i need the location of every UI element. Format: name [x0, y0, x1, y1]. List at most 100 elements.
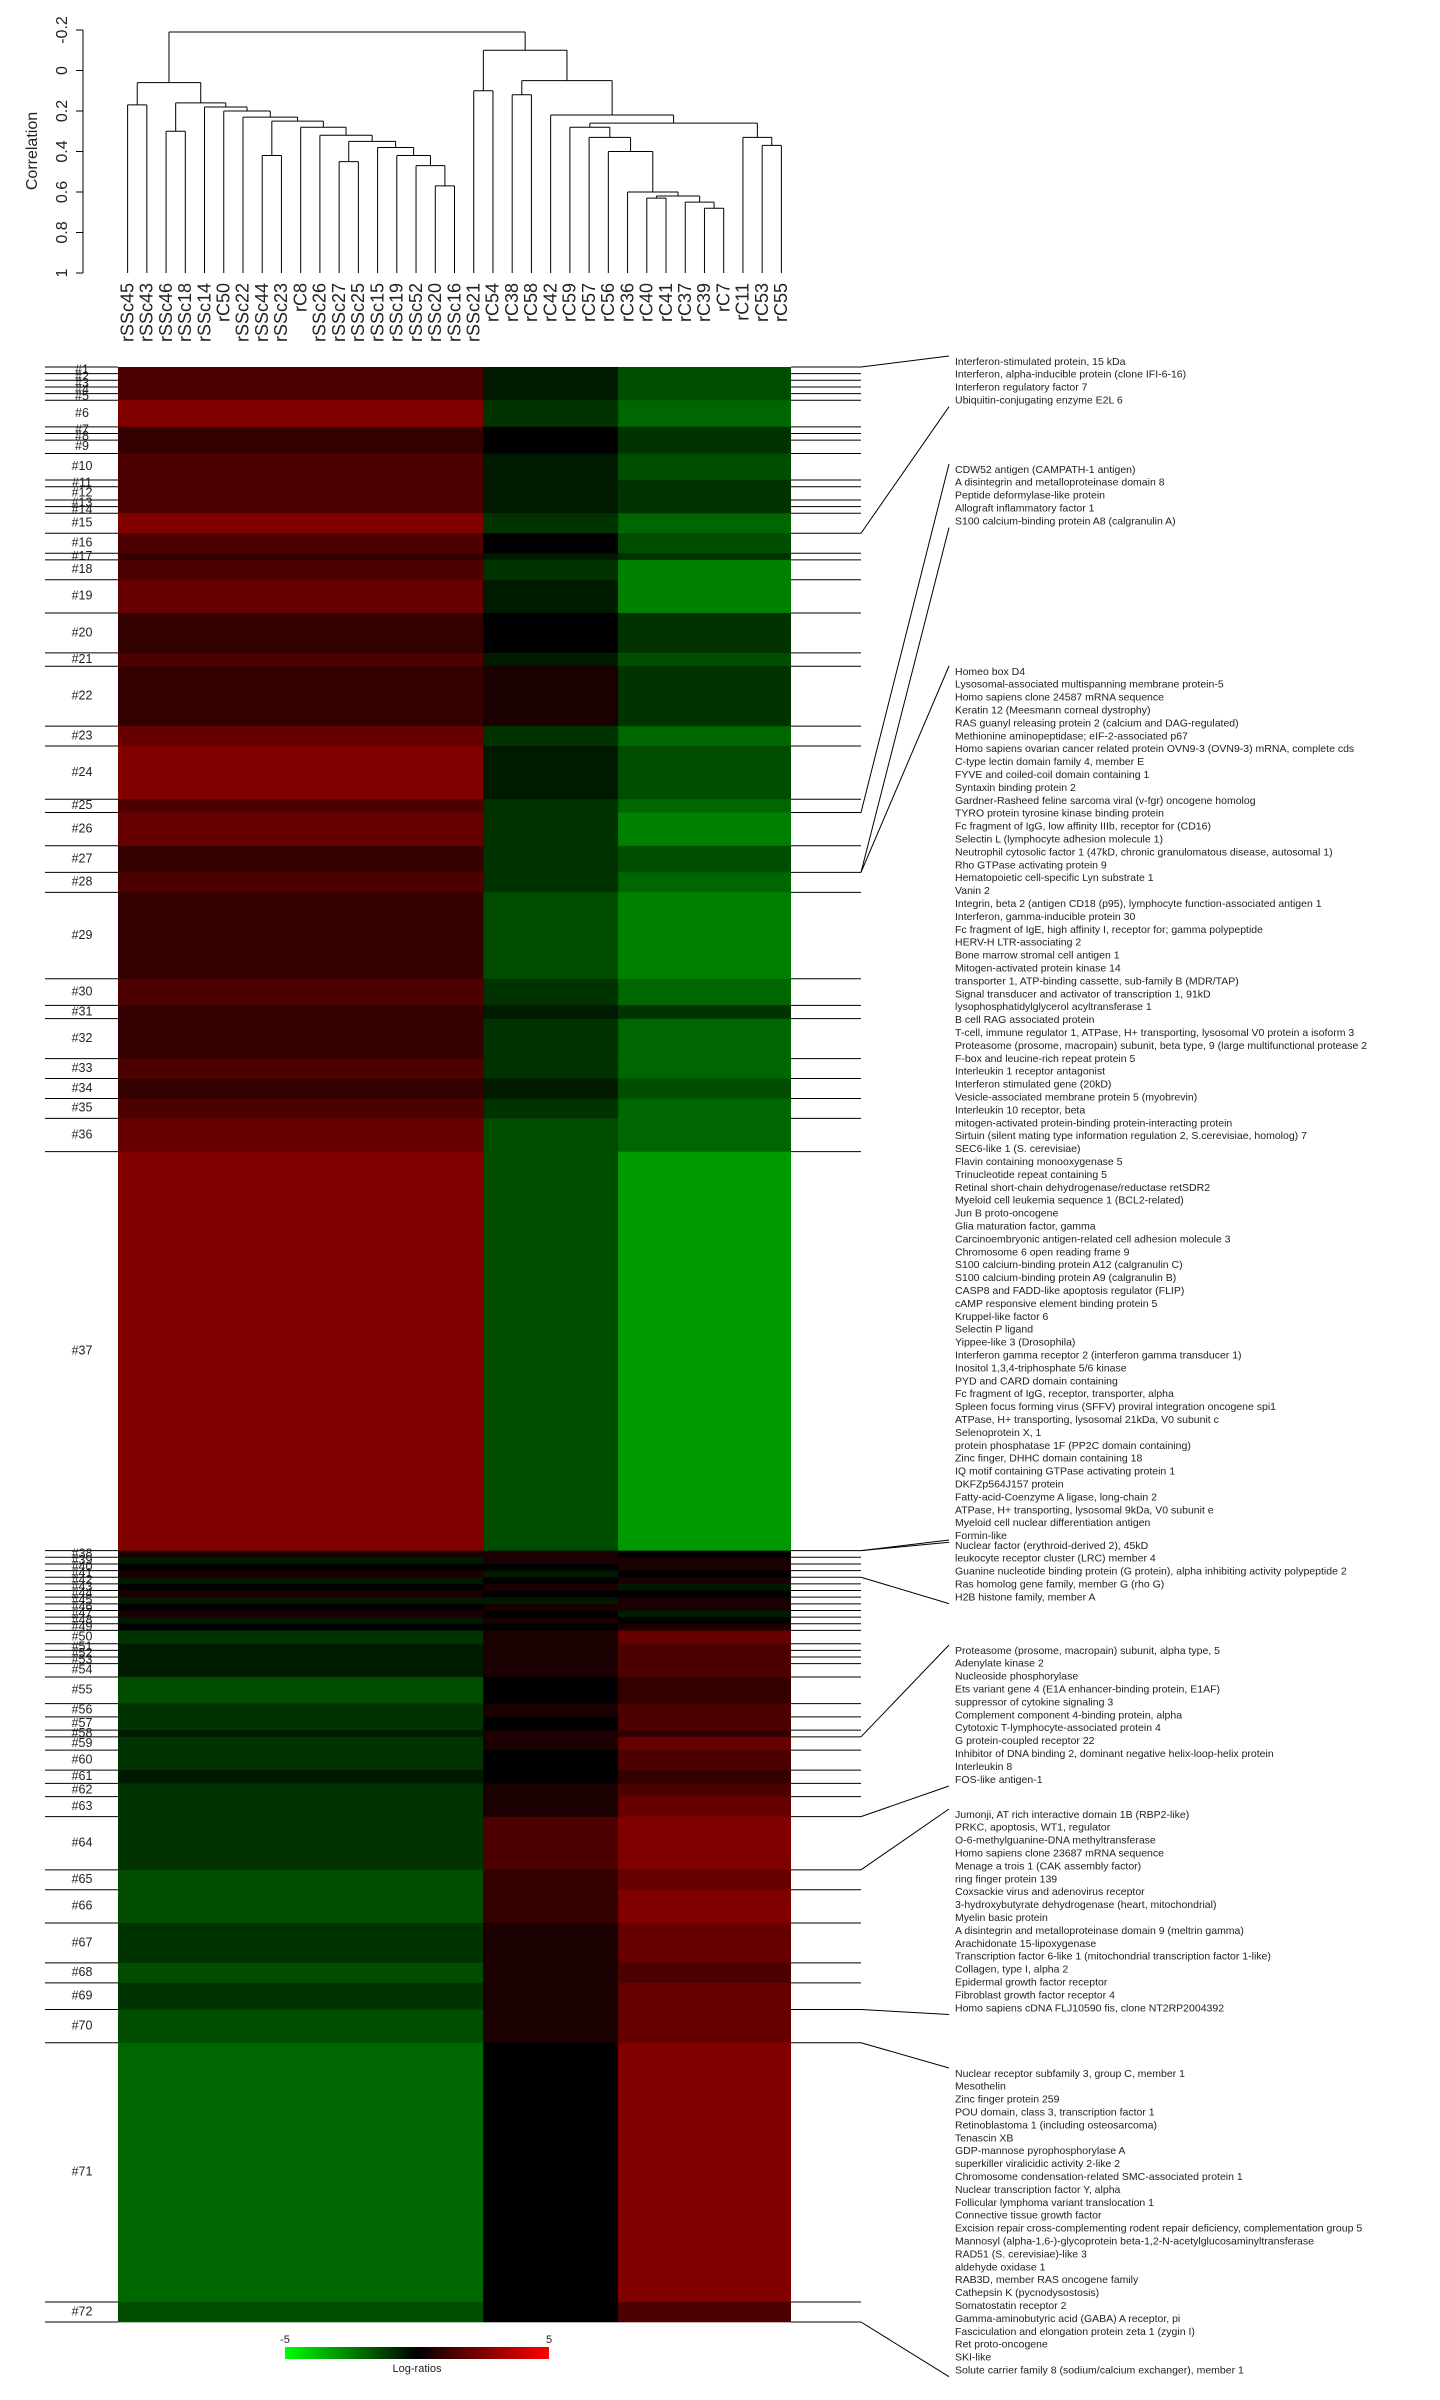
connector	[860, 1576, 950, 1605]
gene-name: Solute carrier family 8 (sodium/calcium …	[955, 2364, 1244, 2376]
gene-name: DKFZp564J157 protein	[955, 1478, 1064, 1490]
cluster-label: #72	[72, 2304, 93, 2318]
heatmap-cell	[483, 486, 618, 501]
gene-name: Kruppel-like factor 6	[955, 1311, 1049, 1323]
heatmap-cell	[483, 652, 618, 667]
heatmap-cell	[118, 1610, 484, 1618]
gene-name: Interferon regulatory factor 7	[955, 382, 1088, 394]
gene-name: Zinc finger protein 259	[955, 2094, 1060, 2106]
sample-label: rSSc15	[367, 283, 387, 342]
cluster-label: #27	[72, 851, 93, 865]
cluster-label: #70	[72, 2018, 93, 2032]
gene-name: RAB3D, member RAS oncogene family	[955, 2274, 1139, 2286]
connector	[860, 406, 950, 534]
gene-name: Interleukin 10 receptor, beta	[955, 1104, 1085, 1116]
heatmap-cell	[483, 1597, 618, 1605]
heatmap-cell	[483, 1118, 618, 1152]
sample-label: rC7	[713, 283, 733, 312]
heatmap-cell	[483, 1563, 618, 1571]
cluster-label: #60	[72, 1752, 93, 1766]
y-tick-label: 0.8	[54, 221, 71, 243]
connector	[860, 1539, 950, 1552]
cluster-label: #37	[72, 1343, 93, 1357]
heatmap-cell	[118, 373, 484, 381]
heatmap-cell	[617, 613, 791, 654]
heatmap-cell	[118, 1796, 484, 1817]
gene-name: Nucleoside phosphorylase	[955, 1671, 1078, 1683]
gene-name: Methionine aminopeptidase; eIF-2-associa…	[955, 730, 1188, 742]
heatmap-cell	[118, 513, 484, 534]
cluster-label: #34	[72, 1081, 93, 1095]
heatmap-cell	[483, 513, 618, 534]
heatmap-cell	[118, 1750, 484, 1771]
cluster-label: #33	[72, 1061, 93, 1075]
heatmap-cell	[118, 380, 484, 388]
gene-name: G protein-coupled receptor 22	[955, 1735, 1095, 1747]
heatmap-cell	[617, 1736, 791, 1751]
heatmap-cell	[483, 579, 618, 614]
cluster-label: #50	[72, 1629, 93, 1643]
gene-name: Fc fragment of IgG, low affinity IIIb, r…	[955, 821, 1211, 833]
heatmap-cell	[118, 393, 484, 401]
heatmap-cell	[483, 1869, 618, 1891]
cluster-label: #53	[72, 1653, 93, 1667]
cluster-label: #62	[72, 1782, 93, 1796]
sample-label: rSSc23	[271, 283, 291, 342]
heatmap-cell	[483, 978, 618, 1006]
heatmap-cell	[118, 1816, 484, 1871]
gene-name: Allograft inflammatory factor 1	[955, 502, 1095, 514]
gene-name: T-cell, immune regulator 1, ATPase, H+ t…	[955, 1027, 1354, 1039]
colorbar-tick-label: 5	[546, 2334, 552, 2346]
heatmap-cell	[118, 1982, 484, 2010]
gene-name: Inhibitor of DNA binding 2, dominant neg…	[955, 1748, 1274, 1760]
gene-name: O-6-methylguanine-DNA methyltransferase	[955, 1835, 1156, 1847]
cluster-label: #23	[72, 728, 93, 742]
gene-name: Hematopoietic cell-specific Lyn substrat…	[955, 872, 1154, 884]
heatmap-cell	[617, 1550, 791, 1558]
gene-name: Coxsackie virus and adenovirus receptor	[955, 1886, 1145, 1898]
heatmap-cell	[118, 1643, 484, 1651]
gene-name: Signal transducer and activator of trans…	[955, 988, 1211, 1000]
y-tick-label: 0	[54, 66, 71, 75]
heatmap-cell	[118, 799, 484, 813]
gene-name: FOS-like antigen-1	[955, 1774, 1043, 1786]
heatmap-cell	[483, 393, 618, 401]
gene-name: C-type lectin domain family 4, member E	[955, 756, 1144, 768]
cluster-label: #64	[72, 1836, 93, 1850]
heatmap-cell	[118, 486, 484, 501]
gene-name: Mitogen-activated protein kinase 14	[955, 962, 1121, 974]
heatmap-cell	[118, 480, 484, 487]
gene-name: F-box and leucine-rich repeat protein 5	[955, 1053, 1136, 1065]
gene-name: Rho GTPase activating protein 9	[955, 859, 1107, 871]
gene-name: Proteasome (prosome, macropain) subunit,…	[955, 1645, 1220, 1657]
gene-name: Guanine nucleotide binding protein (G pr…	[955, 1566, 1347, 1578]
sample-label: rC54	[483, 283, 503, 322]
cluster-label: #14	[72, 502, 93, 516]
gene-name: Proteasome (prosome, macropain) subunit,…	[955, 1040, 1367, 1052]
sample-label: rSSc44	[252, 283, 272, 342]
heatmap-cell	[617, 1796, 791, 1817]
gene-name: RAS guanyl releasing protein 2 (calcium …	[955, 717, 1239, 729]
gene-name: Retinal short-chain dehydrogenase/reduct…	[955, 1182, 1210, 1194]
sample-label: rC56	[598, 283, 618, 322]
sample-label: rC37	[675, 283, 695, 322]
sample-label: rC53	[752, 283, 772, 322]
heatmap-cell	[118, 1869, 484, 1891]
gene-name: Ubiquitin-conjugating enzyme E2L 6	[955, 394, 1123, 406]
cluster-label: #39	[72, 1553, 93, 1567]
heatmap-cell	[118, 1703, 484, 1718]
sample-label: rSSc52	[406, 283, 426, 342]
heatmap-cell	[118, 1550, 484, 1558]
heatmap-cell	[118, 1650, 484, 1658]
sample-label: rC36	[617, 283, 637, 322]
gene-name: Fc fragment of IgG, receptor, transporte…	[955, 1388, 1174, 1400]
heatmap-cell	[617, 1557, 791, 1565]
heatmap-cell	[118, 1962, 484, 1984]
gene-name: Menage a trois 1 (CAK assembly factor)	[955, 1860, 1141, 1872]
y-tick-label: 1	[54, 268, 71, 277]
cluster-label: #58	[72, 1726, 93, 1740]
cluster-label: #51	[72, 1639, 93, 1653]
heatmap-cell	[483, 872, 618, 893]
cluster-label: #13	[72, 496, 93, 510]
cluster-label: #47	[72, 1606, 93, 1620]
